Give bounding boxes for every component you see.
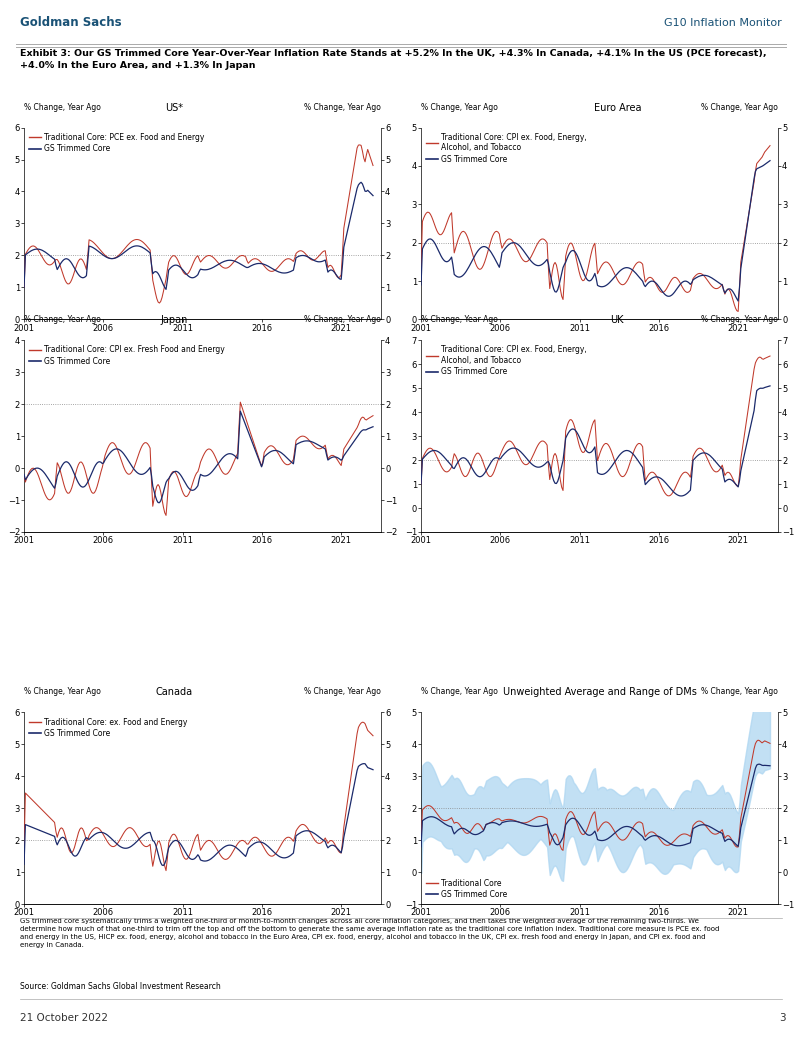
Text: Unweighted Average and Range of DMs: Unweighted Average and Range of DMs — [503, 688, 696, 698]
Text: UK: UK — [610, 315, 624, 326]
Text: % Change, Year Ago: % Change, Year Ago — [304, 103, 381, 112]
Legend: Traditional Core: CPI ex. Fresh Food and Energy, GS Trimmed Core: Traditional Core: CPI ex. Fresh Food and… — [28, 344, 226, 367]
Text: Goldman Sachs: Goldman Sachs — [20, 17, 122, 29]
Text: % Change, Year Ago: % Change, Year Ago — [24, 688, 101, 697]
Legend: Traditional Core: PCE ex. Food and Energy, GS Trimmed Core: Traditional Core: PCE ex. Food and Energ… — [28, 132, 206, 155]
Text: Japan: Japan — [160, 315, 188, 326]
Text: % Change, Year Ago: % Change, Year Ago — [304, 315, 381, 325]
Text: *September forecasted.: *September forecasted. — [24, 340, 111, 346]
Text: Exhibit 3: Our GS Trimmed Core Year-Over-Year Inflation Rate Stands at +5.2% In : Exhibit 3: Our GS Trimmed Core Year-Over… — [20, 49, 767, 69]
Text: % Change, Year Ago: % Change, Year Ago — [421, 688, 498, 697]
Text: % Change, Year Ago: % Change, Year Ago — [304, 688, 381, 697]
Text: % Change, Year Ago: % Change, Year Ago — [24, 315, 101, 325]
Legend: Traditional Core: ex. Food and Energy, GS Trimmed Core: Traditional Core: ex. Food and Energy, G… — [28, 717, 188, 739]
Text: GS Trimmed Core Inflation: GS Trimmed Core Inflation — [321, 94, 485, 105]
Text: % Change, Year Ago: % Change, Year Ago — [24, 103, 101, 112]
Text: % Change, Year Ago: % Change, Year Ago — [701, 688, 778, 697]
Text: G10 Inflation Monitor: G10 Inflation Monitor — [664, 18, 782, 28]
Legend: Traditional Core, GS Trimmed Core: Traditional Core, GS Trimmed Core — [425, 877, 508, 900]
Text: % Change, Year Ago: % Change, Year Ago — [421, 103, 498, 112]
Text: 3: 3 — [780, 1013, 786, 1022]
Text: Canada: Canada — [156, 688, 192, 698]
Text: % Change, Year Ago: % Change, Year Ago — [701, 103, 778, 112]
Text: GS trimmed core systematically trims a weighted one-third of month-to-month chan: GS trimmed core systematically trims a w… — [20, 918, 719, 948]
Text: % Change, Year Ago: % Change, Year Ago — [421, 315, 498, 325]
Legend: Traditional Core: CPI ex. Food, Energy,
Alcohol, and Tobacco, GS Trimmed Core: Traditional Core: CPI ex. Food, Energy, … — [425, 132, 588, 165]
Text: Source: Goldman Sachs Global Investment Research: Source: Goldman Sachs Global Investment … — [20, 981, 221, 990]
Text: 21 October 2022: 21 October 2022 — [20, 1013, 108, 1022]
Legend: Traditional Core: CPI ex. Food, Energy,
Alcohol, and Tobacco, GS Trimmed Core: Traditional Core: CPI ex. Food, Energy, … — [425, 344, 588, 377]
Text: Euro Area: Euro Area — [593, 103, 641, 113]
Text: US*: US* — [165, 103, 183, 113]
Text: % Change, Year Ago: % Change, Year Ago — [701, 315, 778, 325]
